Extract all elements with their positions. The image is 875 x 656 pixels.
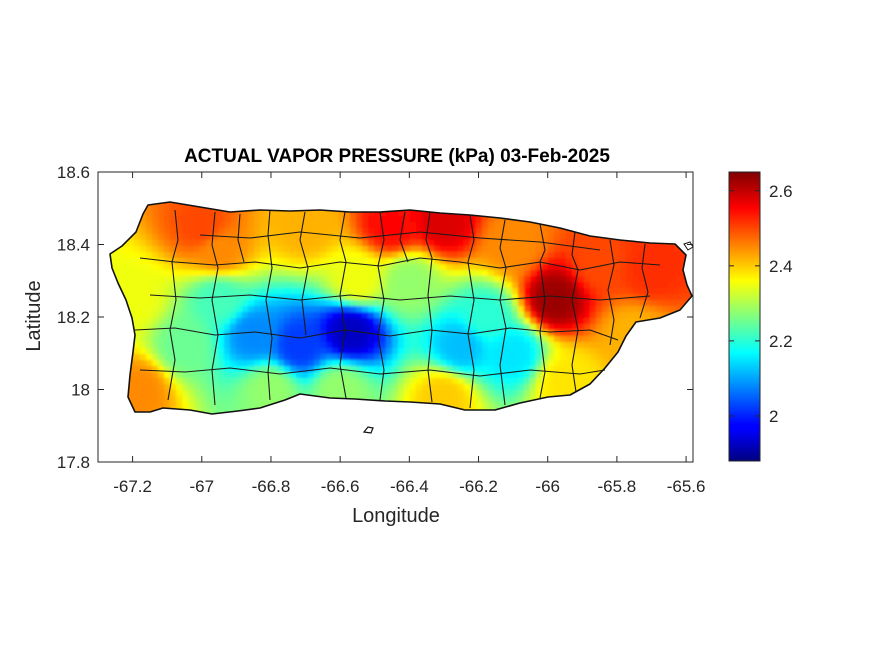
municipality-boundary <box>339 211 347 399</box>
y-tick-label: 18.4 <box>57 236 90 255</box>
municipality-boundary <box>134 327 619 341</box>
municipality-boundary <box>265 209 273 401</box>
x-tick-label: -66.8 <box>252 477 291 496</box>
x-tick-label: -66.4 <box>390 477 429 496</box>
colorbar-tick-label: 2 <box>769 407 778 426</box>
x-tick-label: -65.8 <box>598 477 637 496</box>
colorbar-tick-label: 2.6 <box>769 182 793 201</box>
municipality-boundary <box>299 211 309 336</box>
municipality-boundaries <box>134 209 661 409</box>
municipality-boundary <box>167 209 179 401</box>
x-tick-label: -66.2 <box>459 477 498 496</box>
x-tick-label: -66 <box>535 477 560 496</box>
x-tick-label: -65.6 <box>667 477 706 496</box>
y-tick-label: 18.6 <box>57 163 90 182</box>
municipality-boundary <box>571 231 579 393</box>
colorbar-gradient <box>728 171 761 462</box>
municipality-boundary <box>607 239 615 346</box>
colorbar-ticks: 2 2.2 2.4 2.6 <box>729 182 793 426</box>
municipality-boundary <box>149 294 651 301</box>
islet-caja-de-muertos <box>362 426 374 434</box>
municipality-boundary <box>139 257 661 271</box>
colorbar-tick-label: 2.4 <box>769 257 793 276</box>
chart-title: ACTUAL VAPOR PRESSURE (kPa) 03-Feb-2025 <box>184 146 610 167</box>
y-tick-label: 18.2 <box>57 308 90 327</box>
x-tick-label: -67 <box>189 477 214 496</box>
x-tick-label: -67.2 <box>113 477 152 496</box>
plot-axes: -67.2 -67 -66.8 -66.6 -66.4 -66.2 -66 -65.8 -65.… <box>57 163 706 496</box>
municipality-boundary <box>377 211 385 401</box>
coastline-main <box>109 201 693 415</box>
x-axis-label: Longitude <box>352 505 440 527</box>
x-ticks: -67.2 -67 -66.8 -66.6 -66.4 -66.2 -66 -65.8 -65.… <box>113 172 705 496</box>
colorbar: 2 2.2 2.4 2.6 <box>728 171 793 462</box>
municipality-boundary <box>199 231 601 251</box>
municipality-boundary <box>539 223 546 399</box>
municipality-boundary <box>237 213 245 263</box>
y-ticks: 17.8 18 18.2 18.4 18.6 <box>57 163 693 472</box>
y-tick-label: 17.8 <box>57 453 90 472</box>
municipality-boundary <box>639 243 649 319</box>
x-tick-label: -66.6 <box>321 477 360 496</box>
municipality-boundary <box>139 367 606 377</box>
y-axis-label: Latitude <box>23 280 45 351</box>
municipality-boundary <box>467 214 475 409</box>
colorbar-tick-label: 2.2 <box>769 332 793 351</box>
y-tick-label: 18 <box>71 381 90 400</box>
municipality-boundary <box>399 211 409 263</box>
